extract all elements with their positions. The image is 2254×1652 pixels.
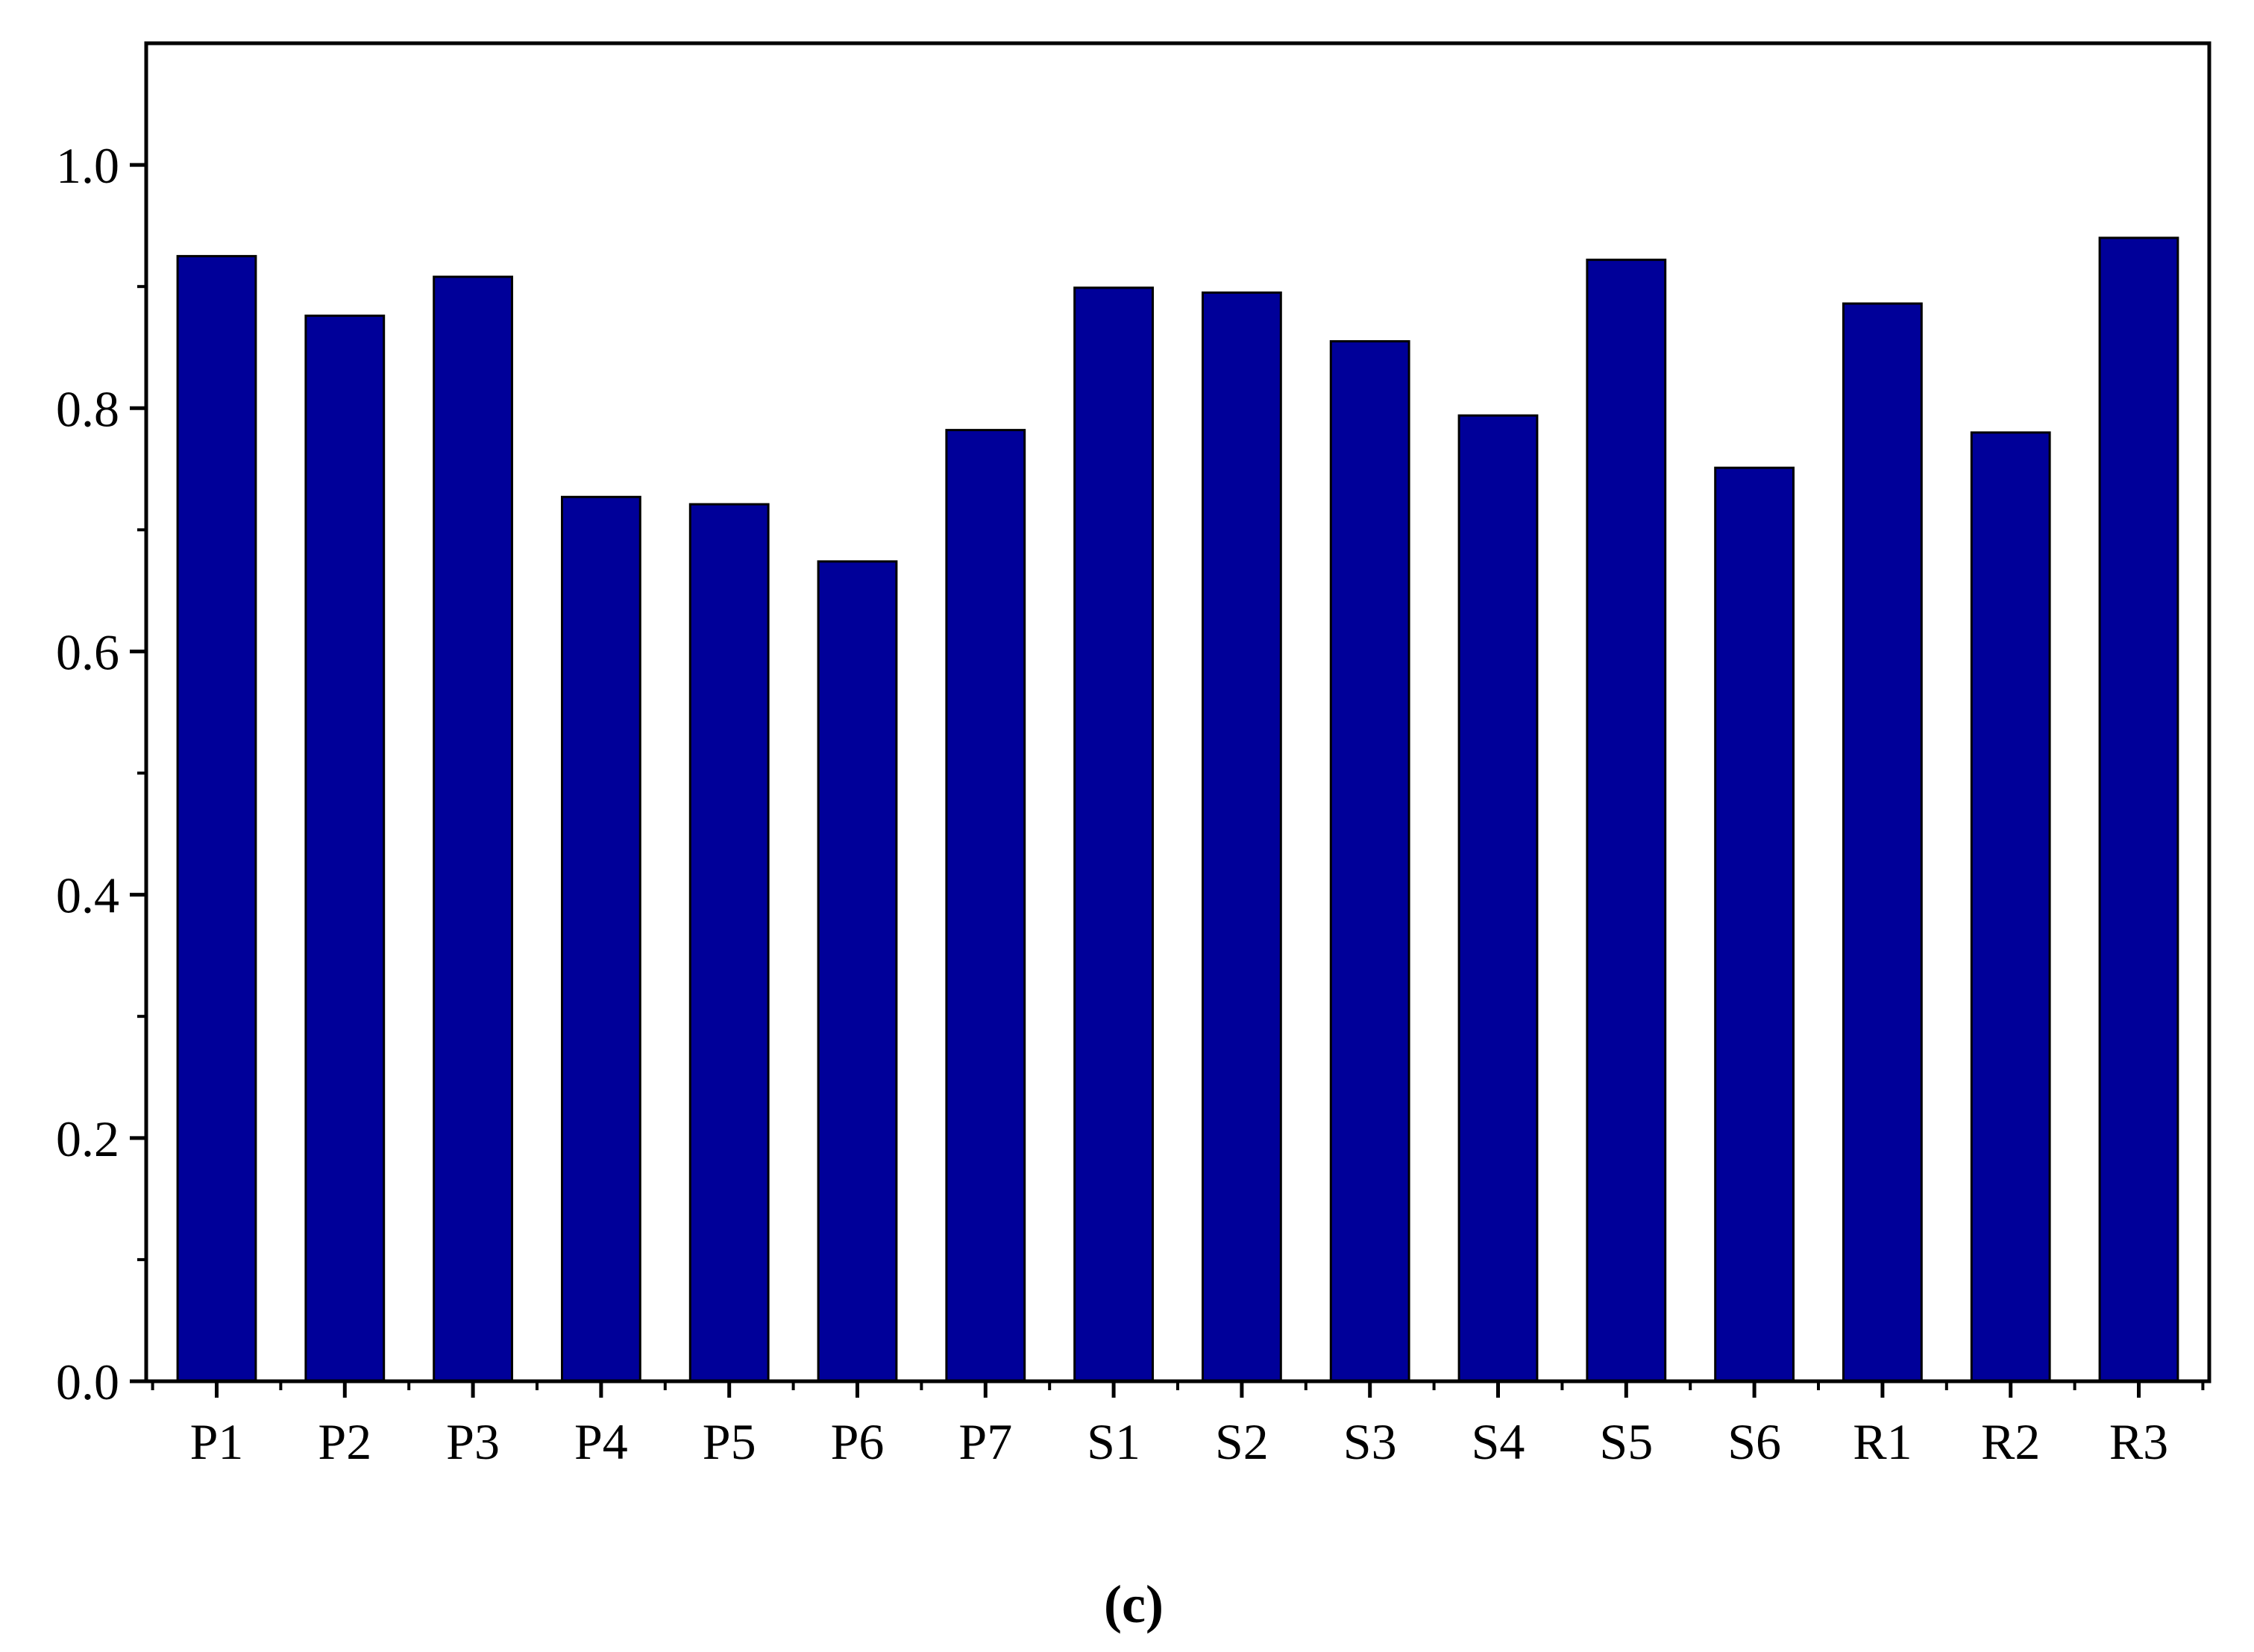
x-tick-label-r1: R1: [1853, 1413, 1912, 1470]
bar-p4: [561, 495, 641, 1383]
labels-group: 0.0 0.2 0.4 0.6 0.8 1.0 P1 P2 P3 P4 P5 P6 P7 S1 S2 S3 S4…: [56, 137, 2168, 1470]
bar-p2: [304, 314, 386, 1383]
bar-p7: [945, 429, 1026, 1383]
x-tick-label-p2: P2: [318, 1413, 371, 1470]
bar-s2: [1202, 291, 1282, 1383]
x-tick-label-p6: P6: [831, 1413, 885, 1470]
x-tick-label-s1: S1: [1087, 1413, 1140, 1470]
y-tick-label: 0.8: [56, 380, 119, 437]
x-tick-label-s4: S4: [1472, 1413, 1525, 1470]
bar-r2: [1970, 431, 2051, 1383]
x-tick-label-p1: P1: [190, 1413, 244, 1470]
x-tick-label-s3: S3: [1343, 1413, 1397, 1470]
x-tick-label-s5: S5: [1599, 1413, 1653, 1470]
bar-r3: [2098, 236, 2179, 1383]
bar-s6: [1714, 466, 1795, 1383]
bar-s5: [1586, 258, 1667, 1383]
bar-r1: [1842, 302, 1923, 1383]
bar-s4: [1457, 414, 1539, 1383]
bar-p5: [688, 503, 770, 1383]
y-tick-label: 0.4: [56, 867, 119, 924]
axes-group: [130, 41, 2211, 1398]
figure-caption: (c): [1104, 1574, 1164, 1634]
y-tick-label: 0.0: [56, 1354, 119, 1410]
x-tick-label-s6: S6: [1727, 1413, 1781, 1470]
bar-p3: [433, 275, 514, 1383]
bar-p1: [176, 254, 257, 1383]
x-tick-label-s2: S2: [1215, 1413, 1269, 1470]
y-tick-label: 0.2: [56, 1111, 119, 1167]
x-tick-label-p4: P4: [574, 1413, 628, 1470]
y-tick-label: 0.6: [56, 624, 119, 680]
x-tick-label-r2: R2: [1981, 1413, 2040, 1470]
x-tick-label-r3: R3: [2109, 1413, 2168, 1470]
bar-s1: [1073, 286, 1154, 1383]
bar-p6: [817, 560, 898, 1383]
x-tick-label-p3: P3: [446, 1413, 500, 1470]
bars-group: [176, 236, 2179, 1383]
x-tick-label-p5: P5: [703, 1413, 756, 1470]
y-tick-label: 1.0: [56, 137, 119, 194]
x-tick-label-p7: P7: [958, 1413, 1012, 1470]
bar-s3: [1329, 340, 1410, 1383]
